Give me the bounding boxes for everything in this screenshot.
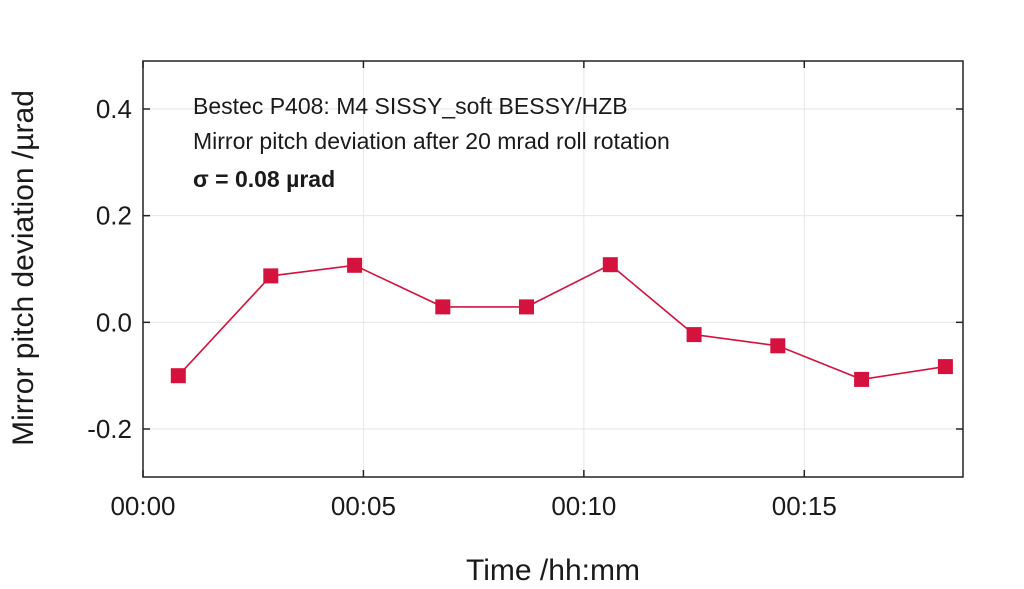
x-tick-label: 00:00 [110, 491, 175, 521]
data-point-marker [435, 299, 451, 315]
plot-frame [142, 60, 964, 478]
data-point-marker [854, 371, 870, 387]
x-tick-label: 00:05 [331, 491, 396, 521]
data-point-marker [937, 359, 953, 375]
data-point-marker [686, 327, 702, 343]
y-tick-label: -0.2 [87, 414, 132, 444]
y-tick-label: 0.0 [96, 307, 132, 337]
y-axis-label: Mirror pitch deviation /µrad [7, 90, 40, 446]
data-point-marker [519, 299, 534, 315]
y-tick-label: 0.2 [96, 201, 132, 231]
annotation-sigma: σ = 0.08 µrad [193, 166, 335, 192]
ticks: 0.4 0.2 0.0 -0.2 00:00 00:05 00:10 00:15 [87, 61, 963, 521]
series-layer [170, 257, 953, 387]
series-line [177, 263, 946, 381]
annotation-line-1: Bestec P408: M4 SISSY_soft BESSY/HZB [193, 93, 628, 119]
annotation-line-2: Mirror pitch deviation after 20 mrad rol… [193, 128, 670, 154]
data-point-marker [347, 257, 363, 273]
data-point-marker [263, 268, 279, 284]
x-tick-label: 00:10 [551, 491, 616, 521]
x-tick-label: 00:15 [772, 491, 837, 521]
y-tick-label: 0.4 [96, 94, 132, 124]
data-point-marker [770, 338, 786, 354]
x-axis-label: Time /hh:mm [466, 554, 640, 587]
annotation-box: Bestec P408: M4 SISSY_soft BESSY/HZB Mir… [193, 93, 670, 192]
data-point-marker [170, 368, 186, 384]
data-point-marker [602, 257, 618, 273]
